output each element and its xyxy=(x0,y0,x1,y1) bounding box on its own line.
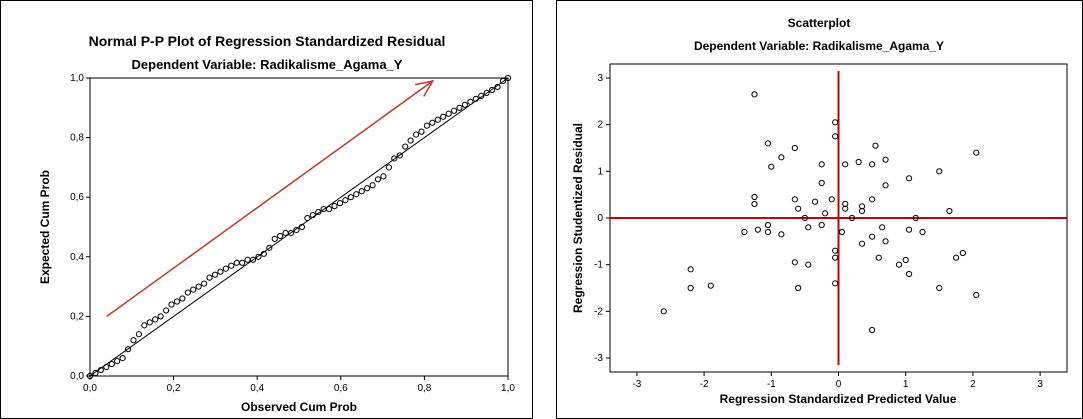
scatter-x-tick-label: 3 xyxy=(1037,379,1043,390)
scatter-y-tick-label: -1 xyxy=(594,260,603,271)
pp-y-tick-label: 0,6 xyxy=(70,192,84,203)
pp-y-tick-label: 0,4 xyxy=(70,252,84,263)
pp-x-tick-label: 0,4 xyxy=(250,383,264,394)
scatter-x-tick-label: -1 xyxy=(767,379,776,390)
pp-plot-title: Normal P-P Plot of Regression Standardiz… xyxy=(89,33,446,49)
scatter-y-axis-label: Regression Studentized Residual xyxy=(571,123,585,313)
scatter-x-tick-label: -2 xyxy=(700,379,709,390)
pp-y-tick-label: 1,0 xyxy=(70,73,84,84)
scatter-x-axis-label: Regression Standardized Predicted Value xyxy=(720,392,957,406)
pp-x-tick-label: 0,8 xyxy=(417,383,431,394)
pp-x-tick-label: 1,0 xyxy=(501,383,515,394)
pp-y-tick-label: 0,2 xyxy=(70,311,84,322)
scatter-y-tick-label: -2 xyxy=(594,306,603,317)
pp-y-tick-label: 0,0 xyxy=(70,371,84,382)
scatterplot-panel: Scatterplot Dependent Variable: Radikali… xyxy=(556,0,1083,419)
scatter-y-tick-label: 0 xyxy=(597,213,603,224)
scatter-x-tick-label: 0 xyxy=(836,379,842,390)
scatterplot-chart: Scatterplot Dependent Variable: Radikali… xyxy=(557,1,1082,418)
scatter-y-tick-label: 3 xyxy=(597,73,603,84)
scatter-x-tick-label: 2 xyxy=(970,379,976,390)
pp-x-tick-label: 0,0 xyxy=(83,383,97,394)
scatter-x-tick-label: -3 xyxy=(632,379,641,390)
pp-plot-chart: Normal P-P Plot of Regression Standardiz… xyxy=(1,1,532,418)
scatter-y-tick-label: 1 xyxy=(597,166,603,177)
scatter-subtitle: Dependent Variable: Radikalisme_Agama_Y xyxy=(694,39,944,53)
pp-plot-panel: Normal P-P Plot of Regression Standardiz… xyxy=(0,0,533,419)
scatter-title: Scatterplot xyxy=(788,16,851,30)
scatter-x-tick-label: 1 xyxy=(903,379,909,390)
pp-x-axis-label: Observed Cum Prob xyxy=(241,400,357,414)
scatter-y-tick-label: 2 xyxy=(597,120,603,131)
pp-x-tick-label: 0,6 xyxy=(334,383,348,394)
pp-plot-subtitle: Dependent Variable: Radikalisme_Agama_Y xyxy=(132,57,403,72)
pp-y-tick-label: 0,8 xyxy=(70,133,84,144)
scatter-y-tick-label: -3 xyxy=(594,353,603,364)
pp-y-axis-label: Expected Cum Prob xyxy=(38,170,52,284)
pp-x-tick-label: 0,2 xyxy=(167,383,181,394)
